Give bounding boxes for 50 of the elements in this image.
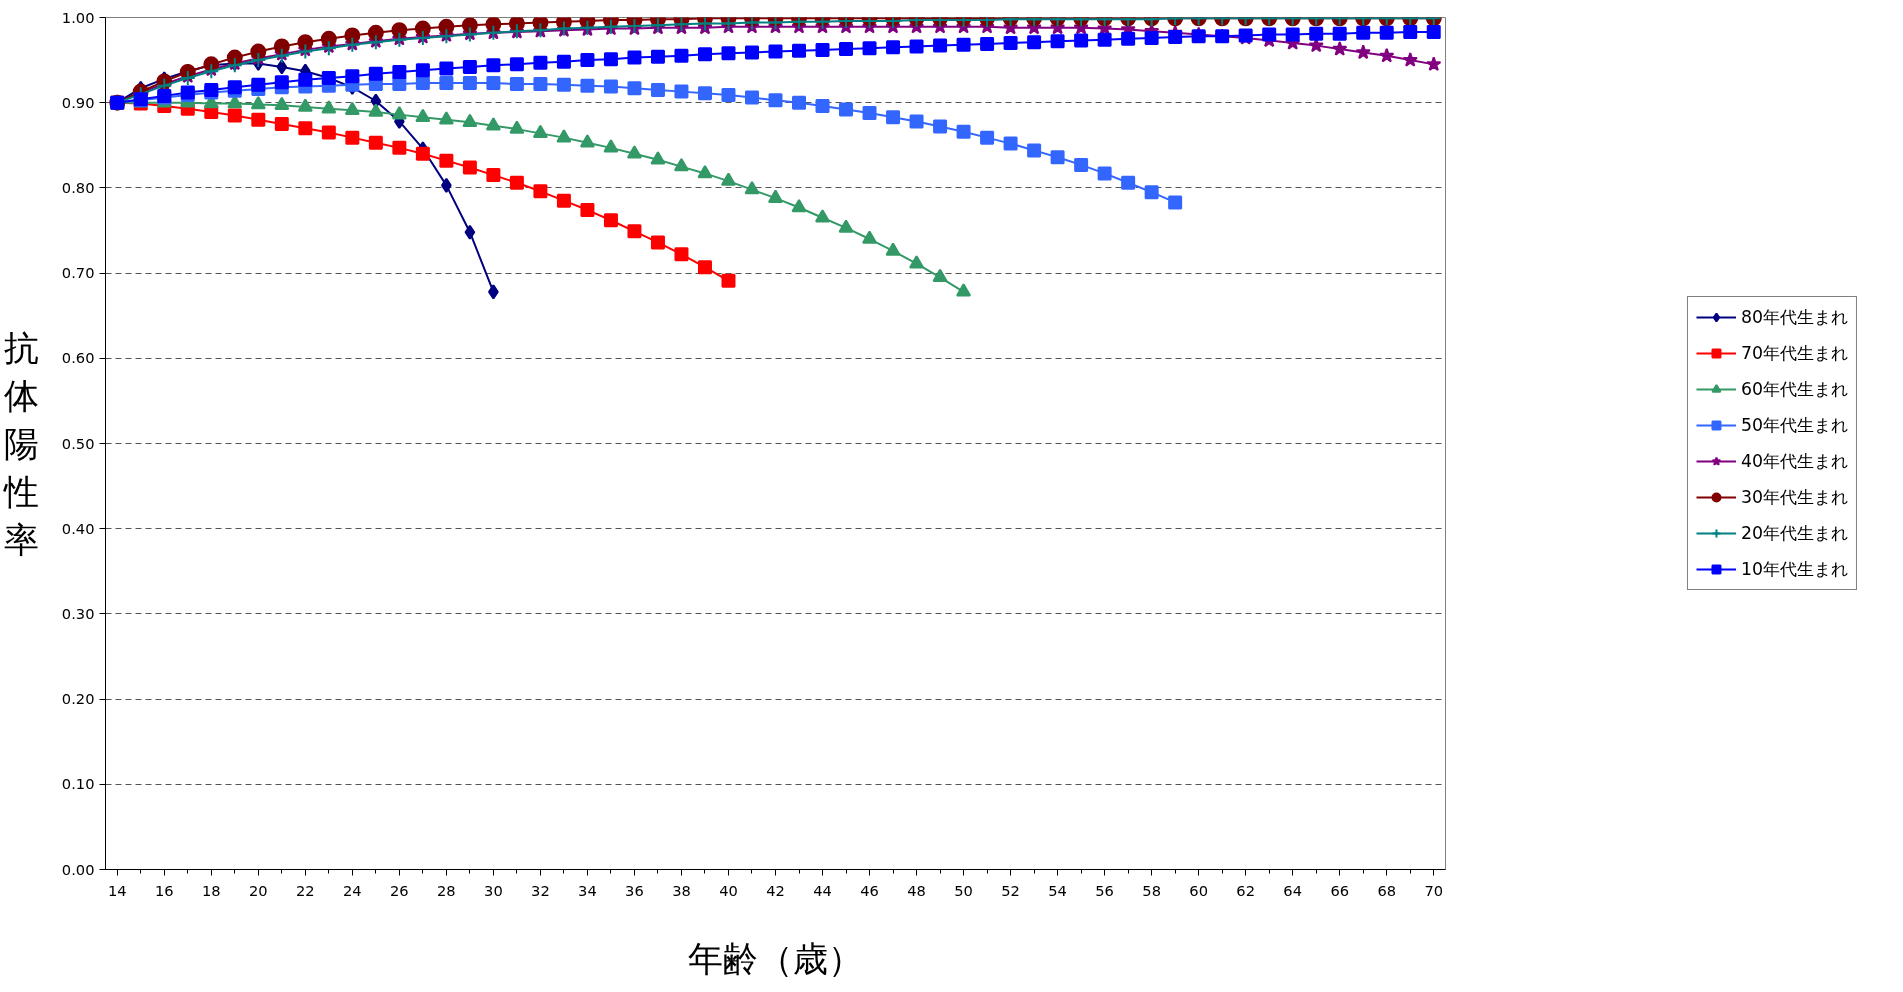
y-tick-label: 0.20 bbox=[61, 690, 95, 708]
y-tick-label: 0.70 bbox=[61, 264, 95, 282]
x-tick-label: 46 bbox=[860, 881, 879, 899]
x-tick-label: 52 bbox=[1001, 881, 1020, 899]
x-tick-label: 56 bbox=[1095, 881, 1114, 899]
x-tick-label: 54 bbox=[1048, 881, 1067, 899]
x-tick-label: 14 bbox=[107, 881, 127, 899]
y-tick-label: 0.00 bbox=[61, 860, 95, 878]
x-tick-label: 58 bbox=[1142, 881, 1161, 899]
y-tick-label: 0.60 bbox=[61, 349, 95, 367]
y-tick-label: 0.10 bbox=[61, 775, 95, 793]
x-tick-label: 30 bbox=[484, 881, 503, 899]
x-tick-label: 50 bbox=[954, 881, 973, 899]
legend-label: 70年代生まれ bbox=[1740, 342, 1849, 365]
y-tick-label: 1.00 bbox=[61, 8, 95, 26]
x-axis-title: 年齢（歳） bbox=[688, 938, 863, 979]
x-tick-label: 34 bbox=[578, 881, 597, 899]
x-tick-label: 40 bbox=[719, 881, 738, 899]
y-tick-label: 0.80 bbox=[61, 178, 95, 196]
x-tick-label: 66 bbox=[1330, 881, 1350, 899]
x-tick-label: 64 bbox=[1283, 881, 1303, 899]
x-tick-label: 68 bbox=[1377, 881, 1397, 899]
x-tick-label: 60 bbox=[1189, 881, 1208, 899]
x-tick-label: 20 bbox=[248, 881, 268, 899]
x-tick-label: 28 bbox=[437, 881, 456, 899]
legend-label: 60年代生まれ bbox=[1740, 378, 1849, 401]
y-tick-label: 0.50 bbox=[61, 434, 95, 452]
x-tick-label: 22 bbox=[296, 881, 315, 899]
legend-label: 20年代生まれ bbox=[1740, 522, 1849, 545]
x-tick-label: 18 bbox=[201, 881, 221, 899]
x-tick-label: 16 bbox=[154, 881, 174, 899]
y-tick-label: 0.40 bbox=[61, 519, 95, 537]
legend-label: 50年代生まれ bbox=[1740, 414, 1849, 437]
y-tick-label: 0.90 bbox=[61, 93, 95, 111]
legend-label: 80年代生まれ bbox=[1740, 306, 1849, 329]
x-tick-label: 42 bbox=[766, 881, 785, 899]
x-tick-label: 24 bbox=[343, 881, 362, 899]
x-tick-label: 48 bbox=[907, 881, 926, 899]
x-tick-label: 38 bbox=[672, 881, 691, 899]
y-axis-title: 抗体陽性率 bbox=[2, 327, 39, 560]
x-tick-label: 26 bbox=[390, 881, 409, 899]
legend-label: 30年代生まれ bbox=[1740, 486, 1849, 509]
legend-label: 10年代生まれ bbox=[1740, 558, 1849, 581]
y-tick-label: 0.30 bbox=[61, 604, 95, 622]
x-tick-label: 62 bbox=[1236, 881, 1256, 899]
x-tick-label: 36 bbox=[625, 881, 644, 899]
legend-label: 40年代生まれ bbox=[1740, 450, 1849, 473]
x-tick-label: 70 bbox=[1424, 881, 1444, 899]
x-tick-label: 44 bbox=[813, 881, 832, 899]
x-tick-label: 32 bbox=[531, 881, 550, 899]
